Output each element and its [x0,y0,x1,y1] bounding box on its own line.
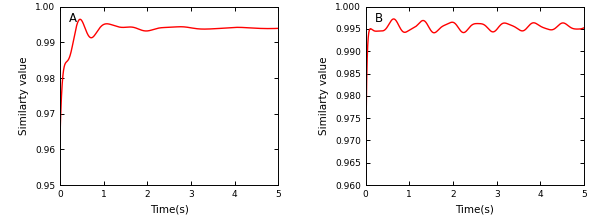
Text: B: B [374,12,383,25]
Y-axis label: Similarty value: Similarty value [319,57,329,135]
X-axis label: Time(s): Time(s) [150,204,189,215]
Y-axis label: Similarty value: Similarty value [19,57,29,135]
Text: A: A [69,12,77,25]
X-axis label: Time(s): Time(s) [455,204,494,215]
